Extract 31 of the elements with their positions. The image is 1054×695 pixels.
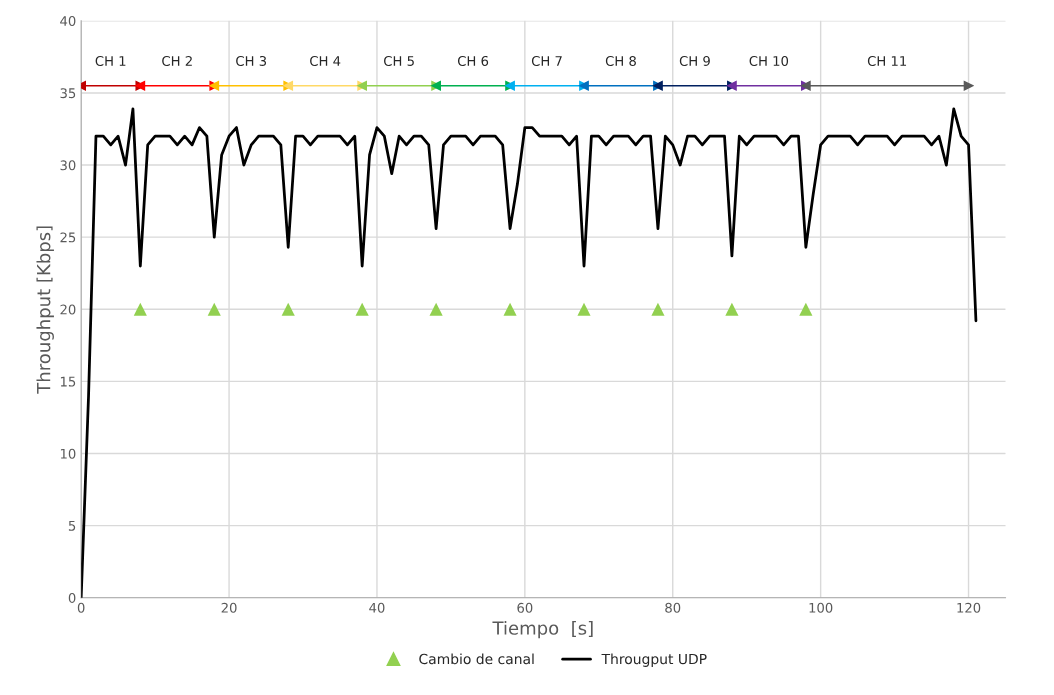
x-tick-label: 120 <box>957 602 981 613</box>
annotation: CH 9 <box>679 55 710 66</box>
y-tick-label: 35 <box>60 88 76 99</box>
y-tick-label: 5 <box>68 520 76 531</box>
legend-label: Cambio de canal <box>419 653 534 665</box>
y-tick-label: 25 <box>60 232 76 243</box>
annotation: CH 7 <box>531 55 562 66</box>
x-tick-label: 40 <box>369 602 385 613</box>
annotation: CH 11 <box>867 55 907 66</box>
annotation: CH 6 <box>457 55 489 66</box>
annotation: CH 1 <box>95 55 126 66</box>
y-tick-label: 10 <box>60 448 76 459</box>
annotation: CH 10 <box>749 55 789 66</box>
x-tick-label: 100 <box>809 602 833 613</box>
annotation: CH 5 <box>384 55 414 66</box>
y-tick-label: 15 <box>60 376 76 387</box>
legend-label: Througput UDP <box>601 653 707 667</box>
annotation: CH 3 <box>236 55 267 66</box>
y-tick-label: 0 <box>68 592 76 603</box>
annotation: CH 4 <box>310 55 341 66</box>
annotation: CH 8 <box>605 55 636 66</box>
x-tick-label: 0 <box>77 602 85 613</box>
y-axis-title: Throughput [Kbps] <box>36 226 54 394</box>
y-tick-label: 20 <box>60 304 76 315</box>
x-tick-label: 60 <box>517 602 533 613</box>
y-tick-label: 40 <box>60 16 76 27</box>
annotation: CH 2 <box>162 55 192 66</box>
y-tick-label: 30 <box>60 160 76 171</box>
x-axis-title: Tiempo [s] <box>492 620 593 639</box>
x-tick-label: 80 <box>665 602 681 613</box>
x-tick-label: 20 <box>221 602 237 613</box>
